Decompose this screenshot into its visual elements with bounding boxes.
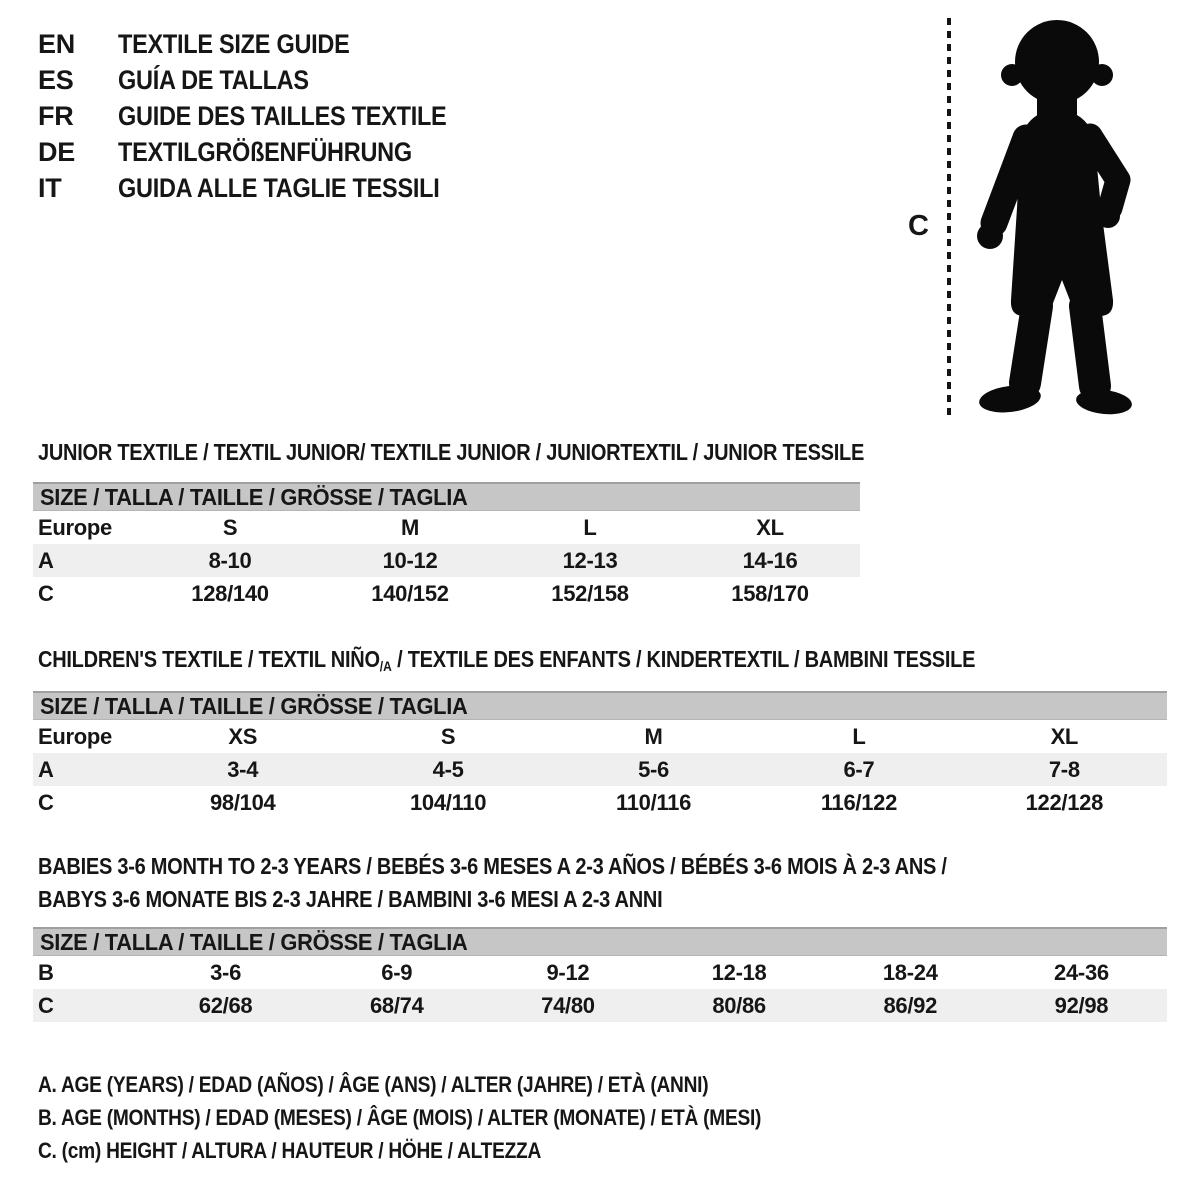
size-cell: 140/152 — [371, 580, 449, 606]
size-cell: XS — [228, 723, 258, 749]
size-cell: 68/74 — [369, 992, 424, 1018]
babies-table-rows: B 3-6 6-9 9-12 12-18 18-24 24-36 C 62/68 68/74 74/… — [33, 956, 1167, 1022]
size-cell: M — [400, 514, 420, 540]
size-cell: 7-8 — [1048, 756, 1080, 782]
children-table-rows: Europe XS S M L XL A 3-4 4-5 5-6 6-7 7-8 C 98/104 104/… — [33, 720, 1167, 819]
language-code: DE — [38, 137, 75, 167]
size-header-bar: SIZE / TALLA / TAILLE / GRÖSSE / TAGLIA — [33, 927, 1167, 956]
size-cell: 62/68 — [198, 992, 253, 1018]
language-title: GUIDA ALLE TAGLIE TESSILI — [118, 173, 440, 203]
size-cell: 116/122 — [820, 789, 898, 815]
size-cell: 5-6 — [638, 756, 669, 782]
row-label: C — [38, 789, 54, 815]
size-cell: 92/98 — [1054, 992, 1109, 1018]
size-cell: XL — [1050, 723, 1079, 749]
section-title-junior: JUNIOR TEXTILE / TEXTIL JUNIOR/ TEXTILE … — [38, 439, 865, 465]
language-code: IT — [38, 173, 62, 203]
language-title: GUIDE DES TAILLES TEXTILE — [118, 101, 447, 131]
row-label: C — [38, 992, 54, 1018]
section-title-children: CHILDREN'S TEXTILE / TEXTIL NIÑO/A / TEX… — [38, 646, 976, 674]
table-row: A 8-10 10-12 12-13 14-16 — [33, 544, 860, 577]
size-header-bar: SIZE / TALLA / TAILLE / GRÖSSE / TAGLIA — [33, 691, 1167, 720]
footnote-line: A. AGE (YEARS) / EDAD (AÑOS) / ÂGE (ANS)… — [38, 1072, 709, 1097]
language-title: TEXTILGRÖßENFÜHRUNG — [118, 137, 412, 167]
size-cell: 104/110 — [410, 789, 487, 815]
table-row: C 98/104 104/110 110/116 116/122 122/128 — [33, 786, 1167, 819]
size-cell: 98/104 — [209, 789, 276, 815]
table-row: C 128/140 140/152 152/158 158/170 — [33, 577, 860, 610]
language-code: ES — [38, 65, 74, 95]
language-row: ES GUÍA DE TALLAS — [38, 62, 496, 98]
size-cell: M — [644, 723, 663, 749]
language-code: EN — [38, 29, 75, 59]
size-cell: 12-18 — [711, 959, 767, 985]
size-cell: 14-16 — [742, 547, 798, 573]
language-row: EN TEXTILE SIZE GUIDE — [38, 26, 496, 62]
size-cell: 74/80 — [541, 992, 595, 1018]
row-label: B — [38, 959, 54, 985]
language-code: FR — [38, 101, 74, 131]
size-cell: 18-24 — [882, 959, 938, 985]
language-list: EN TEXTILE SIZE GUIDE ES GUÍA DE TALLAS FR… — [38, 26, 496, 206]
size-cell: 24-36 — [1054, 959, 1109, 985]
size-cell: 158/170 — [731, 580, 809, 606]
height-dashed-line — [947, 18, 951, 418]
footnote-line: C. (cm) HEIGHT / ALTURA / HAUTEUR / HÖHE… — [38, 1138, 542, 1163]
size-cell: S — [222, 514, 238, 540]
size-cell: 4-5 — [432, 756, 464, 782]
language-row: FR GUIDE DES TAILLES TEXTILE — [38, 98, 496, 134]
row-label: C — [38, 580, 54, 606]
language-row: IT GUIDA ALLE TAGLIE TESSILI — [38, 170, 496, 206]
row-label: Europe — [38, 514, 112, 540]
children-size-table: SIZE / TALLA / TAILLE / GRÖSSE / TAGLIA … — [33, 691, 1167, 819]
baby-silhouette — [977, 20, 1132, 415]
nino-a-subscript: /A — [379, 658, 392, 674]
language-row: DE TEXTILGRÖßENFÜHRUNG — [38, 134, 496, 170]
section-title-babies: BABIES 3-6 MONTH TO 2-3 YEARS / BEBÉS 3-… — [38, 853, 947, 912]
size-cell: 9-12 — [546, 959, 590, 985]
footnote-line: B. AGE (MONTHS) / EDAD (MESES) / ÂGE (MO… — [38, 1105, 762, 1130]
size-cell: L — [852, 723, 866, 749]
footnotes: A. AGE (YEARS) / EDAD (AÑOS) / ÂGE (ANS)… — [38, 1068, 869, 1167]
babies-size-table: SIZE / TALLA / TAILLE / GRÖSSE / TAGLIA … — [33, 927, 1167, 1022]
size-cell: 12-13 — [562, 547, 618, 573]
size-cell: 10-12 — [382, 547, 438, 573]
size-header-bar: SIZE / TALLA / TAILLE / GRÖSSE / TAGLIA — [33, 482, 860, 511]
junior-size-table: SIZE / TALLA / TAILLE / GRÖSSE / TAGLIA … — [33, 482, 860, 610]
table-row: C 62/68 68/74 74/80 80/86 86/92 92/98 — [33, 989, 1167, 1022]
row-label: Europe — [38, 723, 112, 749]
size-cell: 6-9 — [381, 959, 413, 985]
size-cell: S — [440, 723, 456, 749]
size-cell: 152/158 — [551, 580, 629, 606]
junior-table-rows: Europe S M L XL A 8-10 10-12 12-13 14-16 C 128/140 1… — [33, 511, 860, 610]
size-cell: L — [583, 514, 597, 540]
size-cell: XL — [756, 514, 784, 540]
table-row: A 3-4 4-5 5-6 6-7 7-8 — [33, 753, 1167, 786]
row-label: A — [38, 756, 54, 782]
table-row: Europe XS S M L XL — [33, 720, 1167, 753]
table-row: B 3-6 6-9 9-12 12-18 18-24 24-36 — [33, 956, 1167, 989]
row-label: A — [38, 547, 54, 573]
table-row: Europe S M L XL — [33, 511, 860, 544]
size-cell: 122/128 — [1025, 789, 1104, 815]
size-cell: 128/140 — [191, 580, 269, 606]
language-title: TEXTILE SIZE GUIDE — [118, 29, 350, 59]
size-cell: 6-7 — [843, 756, 875, 782]
size-cell: 8-10 — [208, 547, 252, 573]
size-cell: 3-6 — [210, 959, 242, 985]
size-cell: 3-4 — [227, 756, 259, 782]
size-cell: 80/86 — [712, 992, 766, 1018]
size-cell: 86/92 — [883, 992, 938, 1018]
size-cell: 110/116 — [616, 789, 692, 815]
language-title: GUÍA DE TALLAS — [118, 65, 309, 95]
height-measure-label: C — [908, 210, 929, 242]
